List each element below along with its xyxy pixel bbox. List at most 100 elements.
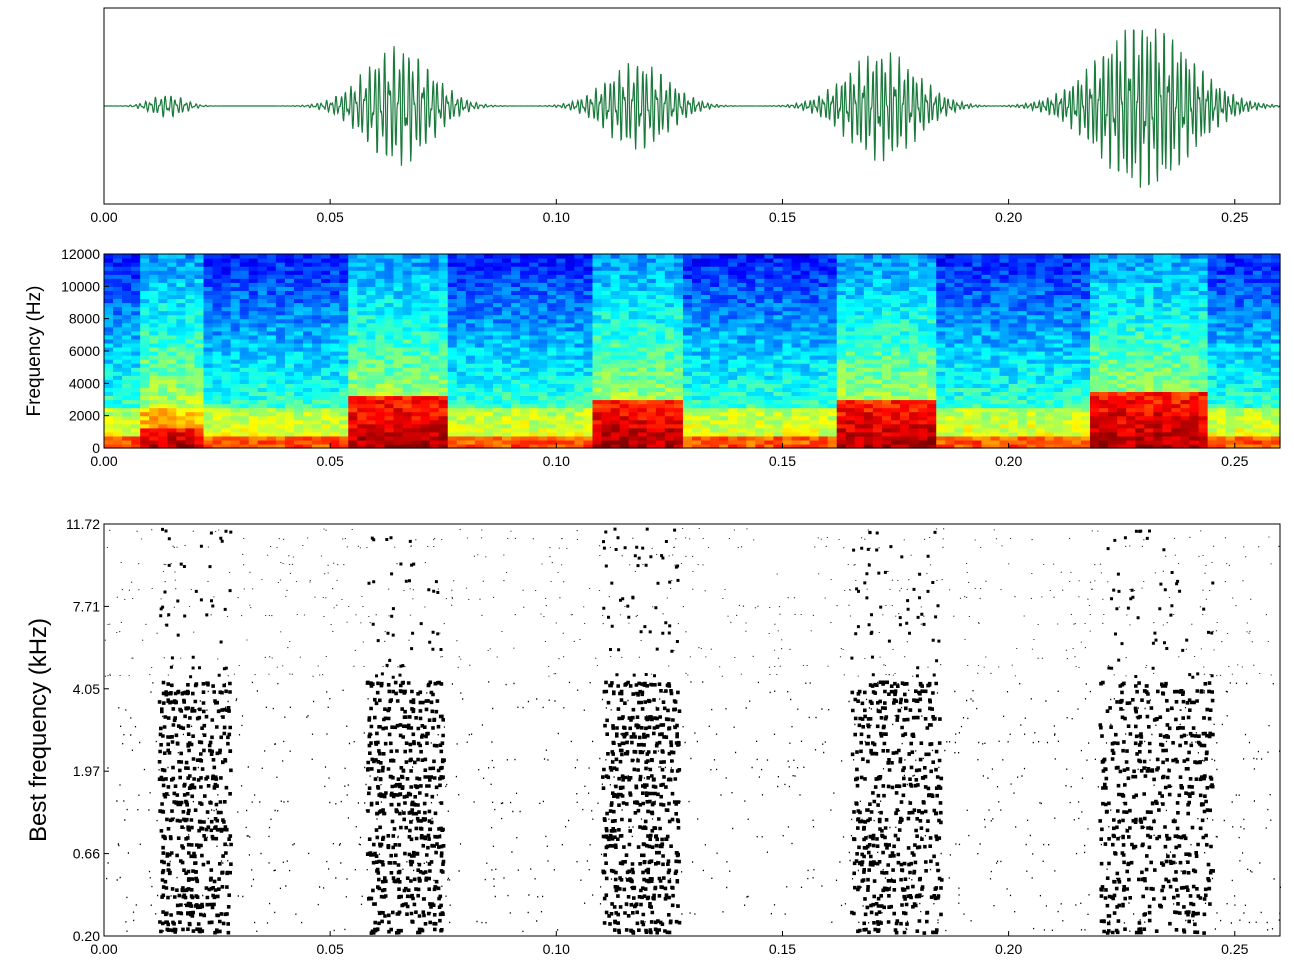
spectrogram-cell xyxy=(655,403,666,409)
spectrogram-cell xyxy=(728,439,738,445)
spectrogram-cell xyxy=(511,258,521,263)
spectrogram-cell xyxy=(710,395,720,401)
spectrogram-cell xyxy=(1008,342,1019,348)
spectrogram-cell xyxy=(764,286,775,291)
spectrogram-cell xyxy=(357,427,367,433)
spectrogram-cell xyxy=(719,439,729,445)
spectrogram-cell xyxy=(746,391,756,397)
spectrogram-cell xyxy=(909,298,919,304)
spectrogram-cell xyxy=(655,314,666,320)
spectrogram-cell xyxy=(710,330,720,336)
spectrogram-cell xyxy=(818,383,829,388)
spectrogram-cell xyxy=(809,286,820,291)
spectrogram-cell xyxy=(420,407,431,413)
spectrogram-cell xyxy=(284,407,295,413)
spectrogram-cell xyxy=(456,387,467,393)
spectrogram-cell xyxy=(601,274,612,279)
spectrogram-cell xyxy=(845,290,856,296)
spectrogram-cell xyxy=(773,351,784,356)
spectrogram-cell xyxy=(104,443,114,449)
spectrogram-cell xyxy=(483,274,494,279)
spectrogram-cell xyxy=(601,395,612,401)
spectrogram-cell xyxy=(284,355,295,360)
spectrogram-cell xyxy=(601,379,612,384)
spectrogram-cell xyxy=(212,363,223,368)
spectrogram-cell xyxy=(574,355,585,360)
spectrogram-cell xyxy=(963,443,974,449)
spectrogram-cell xyxy=(529,258,539,263)
spectrogram-cell xyxy=(827,391,838,397)
spectrogram-cell xyxy=(682,342,693,348)
spectrogram-cell xyxy=(465,395,476,401)
spectrogram-cell xyxy=(293,391,304,397)
spectrogram-cell xyxy=(990,399,1001,405)
spectrogram-cell xyxy=(845,318,856,324)
spectrogram-cell xyxy=(954,367,964,372)
spectrogram-cell xyxy=(221,443,232,449)
spectrogram-cell xyxy=(113,419,123,425)
spectrogram-cell xyxy=(764,306,775,312)
spectrogram-cell xyxy=(447,330,458,336)
spectrogram-cell xyxy=(122,351,132,356)
spectrogram-cell xyxy=(746,330,756,336)
spectrogram-cell xyxy=(248,286,259,291)
spectrogram-cell xyxy=(728,278,738,283)
spectrogram-cell xyxy=(167,298,177,304)
spectrogram-cell xyxy=(619,359,630,364)
spectrogram-cell xyxy=(474,298,485,304)
spectrogram-cell xyxy=(257,435,268,441)
spectrogram-cell xyxy=(284,371,295,376)
spectrogram-cell xyxy=(529,302,539,308)
spectrogram-cell xyxy=(348,427,358,433)
spectrogram-cell xyxy=(773,294,784,300)
spectrogram-cell xyxy=(520,270,530,275)
spectrogram-cell xyxy=(601,431,612,437)
spectrogram-cell xyxy=(375,415,386,421)
spectrogram-cell xyxy=(972,431,983,437)
spectrogram-cell xyxy=(900,270,910,275)
spectrogram-cell xyxy=(312,274,322,279)
spectrogram-cell xyxy=(673,395,684,401)
spectrogram-cell xyxy=(990,298,1001,304)
spectrogram-cell xyxy=(339,302,349,308)
spectrogram-cell xyxy=(402,427,413,433)
spectrogram-cell xyxy=(402,326,413,332)
spectrogram-cell xyxy=(782,351,793,356)
spectrogram-cell xyxy=(764,379,775,384)
spectrogram-cell xyxy=(692,290,702,296)
spectrogram-cell xyxy=(963,395,974,401)
spectrogram-cell xyxy=(492,314,503,320)
spectrogram-cell xyxy=(556,322,566,328)
spectrogram-cell xyxy=(194,363,205,368)
spectrogram-cell xyxy=(854,322,865,328)
spectrogram-cell xyxy=(520,290,530,296)
spectrogram-cell xyxy=(330,322,340,328)
spectrogram-cell xyxy=(303,431,313,437)
spectrogram-cell xyxy=(646,391,657,397)
spectrogram-cell xyxy=(601,399,612,405)
spectrogram-cell xyxy=(755,419,765,425)
spectrogram-cell xyxy=(764,399,775,405)
spectrogram-cell xyxy=(203,419,214,425)
spectrogram-cell xyxy=(655,330,666,336)
spectrogram-cell xyxy=(348,262,358,267)
spectrogram-cell xyxy=(999,334,1010,340)
spectrogram-cell xyxy=(990,262,1001,267)
spectrogram-cell xyxy=(221,423,232,429)
spectrogram-cell xyxy=(574,274,585,279)
spectrogram-cell xyxy=(312,431,322,437)
spectrogram-cell xyxy=(1008,294,1019,300)
spectrogram-cell xyxy=(185,306,196,312)
spectrogram-cell xyxy=(104,375,114,380)
spectrogram-cell xyxy=(746,274,756,279)
spectrogram-cell xyxy=(221,274,232,279)
spectrogram-cell xyxy=(1035,411,1046,417)
spectrogram-cell xyxy=(185,254,196,259)
spectrogram-cell xyxy=(872,290,883,296)
spectrogram-cell xyxy=(194,318,205,324)
spectrogram-cell xyxy=(881,355,892,360)
spectrogram-cell xyxy=(366,423,376,429)
spectrogram-cell xyxy=(809,274,820,279)
spectrogram-cell xyxy=(918,330,928,336)
spectrogram-cell xyxy=(339,395,349,401)
